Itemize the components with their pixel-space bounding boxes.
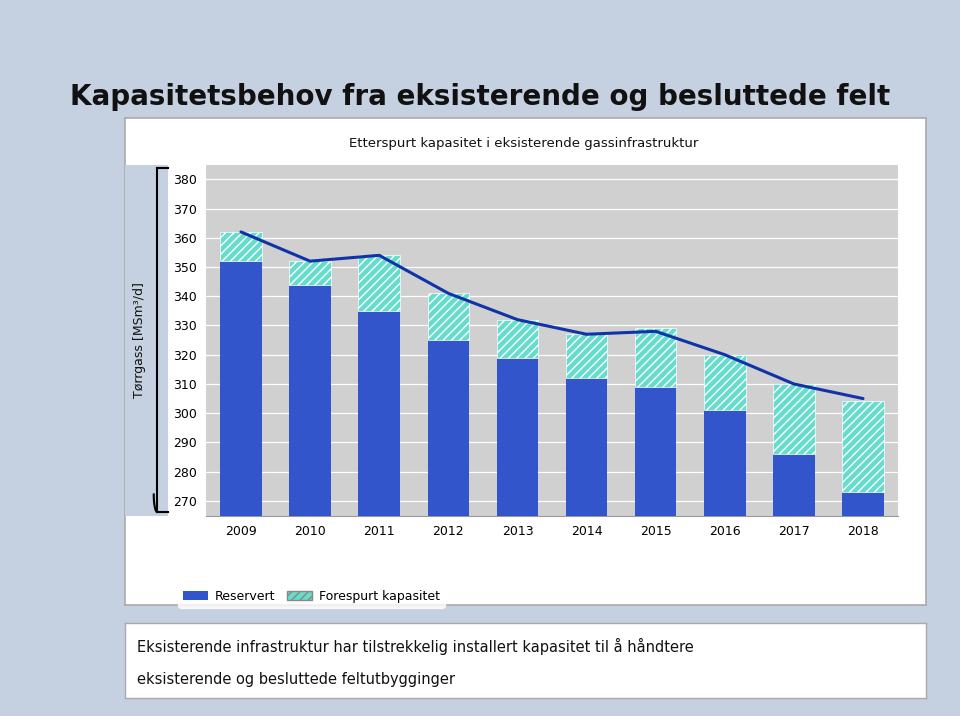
Bar [220,232,262,261]
Bar [565,378,608,516]
Text: Tørrgass [MSm³/d]: Tørrgass [MSm³/d] [132,282,146,398]
Bar [427,294,469,340]
Bar [358,311,400,516]
Bar [635,387,677,516]
Bar [220,261,262,516]
Bar [496,319,539,357]
Text: eksisterende og besluttede feltutbygginger: eksisterende og besluttede feltutbygging… [137,672,455,687]
Bar [635,329,677,387]
Bar [565,334,608,378]
Text: Etterspurt kapasitet i eksisterende gassinfrastruktur: Etterspurt kapasitet i eksisterende gass… [348,137,698,150]
Bar [289,261,331,284]
Text: Kapasitetsbehov fra eksisterende og besluttede felt: Kapasitetsbehov fra eksisterende og besl… [70,82,890,111]
Bar [773,454,815,516]
Bar [496,357,539,516]
Bar [704,354,746,410]
Bar [358,256,400,311]
Bar [704,410,746,516]
Bar [289,284,331,516]
Bar [773,384,815,454]
Bar [842,402,884,492]
Legend: Reservert, Forespurt kapasitet: Reservert, Forespurt kapasitet [179,584,444,607]
Bar [427,340,469,516]
Bar [842,492,884,516]
Text: Eksisterende infrastruktur har tilstrekkelig installert kapasitet til å håndtere: Eksisterende infrastruktur har tilstrekk… [137,639,693,655]
